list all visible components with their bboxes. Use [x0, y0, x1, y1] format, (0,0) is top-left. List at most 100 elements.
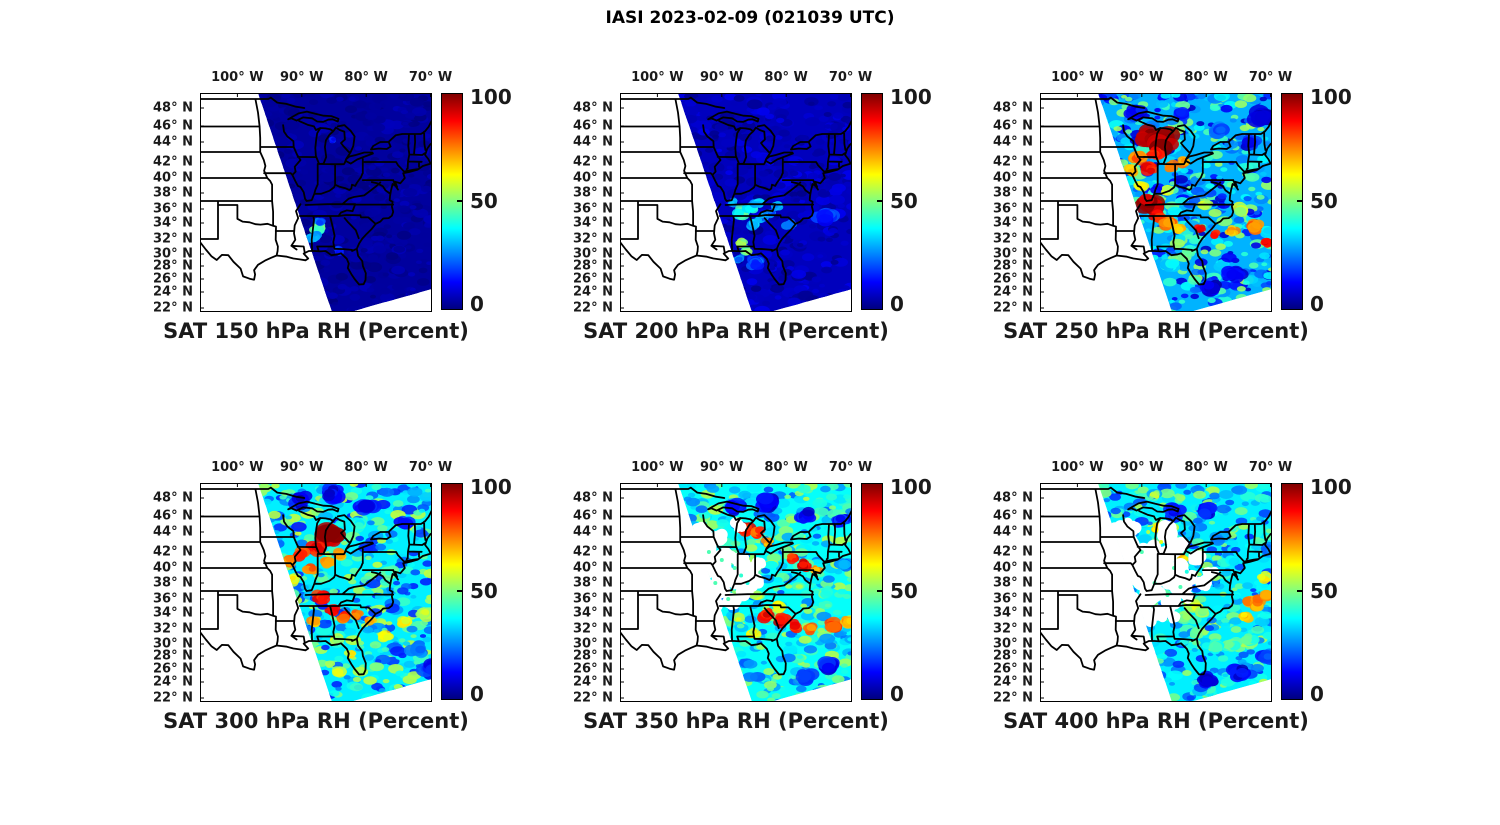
y-tick-label: 36° N — [573, 591, 613, 607]
y-tick-label: 38° N — [573, 185, 613, 201]
colorbar-tick-label: 100 — [890, 475, 932, 499]
y-tick-label: 44° N — [993, 524, 1033, 540]
x-tick-label: 70° W — [408, 70, 453, 85]
x-tick-label: 70° W — [828, 460, 873, 475]
y-tick-label: 34° N — [993, 605, 1033, 621]
x-tick-label: 80° W — [344, 70, 388, 85]
y-tick-label: 28° N — [573, 258, 613, 274]
colorbar — [1281, 93, 1303, 310]
y-tick-label: 36° N — [993, 201, 1033, 217]
axis-ticks — [620, 483, 852, 699]
y-tick-label: 44° N — [573, 524, 613, 540]
axes-frame — [620, 483, 852, 702]
x-tick-label: 80° W — [764, 70, 808, 85]
colorbar — [861, 93, 883, 310]
y-tick-label: 32° N — [573, 621, 613, 637]
y-tick-label: 46° N — [573, 508, 613, 524]
panel-title-350-hpa: SAT 350 hPa RH (Percent) — [583, 709, 889, 733]
y-tick-label: 24° N — [573, 674, 613, 690]
y-tick-label: 34° N — [573, 605, 613, 621]
map-svg — [1039, 483, 1291, 702]
y-tick-label: 40° N — [993, 170, 1033, 186]
colorbar-tick-label: 0 — [470, 682, 484, 706]
y-tick-label: 34° N — [153, 215, 193, 231]
colorbar-tick-label: 100 — [1310, 85, 1352, 109]
y-tick-label: 22° N — [573, 300, 613, 316]
colorbar — [441, 483, 463, 700]
y-tick-label: 48° N — [153, 490, 193, 506]
y-tick-label: 26° N — [573, 271, 613, 287]
y-tick-label: 32° N — [153, 231, 193, 247]
y-tick-label: 28° N — [993, 648, 1033, 664]
colorbar-tick-label: 0 — [1310, 292, 1324, 316]
x-tick-label: 70° W — [828, 70, 873, 85]
map-svg — [199, 483, 451, 702]
y-tick-label: 28° N — [993, 258, 1033, 274]
x-tick-label: 70° W — [1248, 460, 1293, 475]
x-tick-label: 80° W — [344, 460, 388, 475]
colorbar-mid-tick — [457, 590, 462, 592]
x-tick-label: 80° W — [1184, 70, 1228, 85]
y-tick-label: 26° N — [993, 661, 1033, 677]
y-tick-label: 46° N — [573, 118, 613, 134]
y-tick-label: 32° N — [573, 231, 613, 247]
y-tick-label: 30° N — [993, 636, 1033, 652]
y-tick-label: 22° N — [993, 300, 1033, 316]
colorbar-tick-label: 50 — [1310, 189, 1338, 213]
colorbar-tick-label: 0 — [890, 682, 904, 706]
colorbar-tick-label: 50 — [890, 579, 918, 603]
y-tick-label: 36° N — [573, 201, 613, 217]
y-tick-label: 42° N — [153, 154, 193, 170]
y-tick-label: 24° N — [993, 674, 1033, 690]
x-tick-label: 90° W — [1120, 70, 1164, 85]
y-tick-label: 22° N — [153, 690, 193, 706]
y-tick-label: 24° N — [993, 284, 1033, 300]
y-tick-label: 40° N — [153, 560, 193, 576]
map-panel-300-hpa — [199, 483, 451, 702]
y-tick-label: 22° N — [993, 690, 1033, 706]
colorbar — [861, 483, 883, 700]
y-tick-label: 46° N — [153, 508, 193, 524]
axis-ticks — [1040, 483, 1272, 699]
panel-title-400-hpa: SAT 400 hPa RH (Percent) — [1003, 709, 1309, 733]
colorbar-tick-label: 100 — [470, 475, 512, 499]
y-tick-label: 38° N — [153, 185, 193, 201]
y-tick-label: 32° N — [993, 621, 1033, 637]
x-tick-label: 90° W — [700, 70, 744, 85]
y-tick-label: 26° N — [993, 271, 1033, 287]
colorbar-tick-label: 0 — [890, 292, 904, 316]
colorbar-tick-label: 0 — [1310, 682, 1324, 706]
y-tick-label: 46° N — [993, 508, 1033, 524]
x-tick-label: 70° W — [408, 460, 453, 475]
panel-title-200-hpa: SAT 200 hPa RH (Percent) — [583, 319, 889, 343]
colorbar-mid-tick — [877, 200, 882, 202]
y-tick-label: 44° N — [993, 134, 1033, 150]
axis-ticks — [620, 93, 852, 309]
colorbar-tick-label: 50 — [1310, 579, 1338, 603]
axis-ticks — [200, 93, 432, 309]
x-tick-label: 100° W — [631, 460, 684, 475]
colorbar-tick-label: 100 — [470, 85, 512, 109]
map-svg — [619, 483, 871, 702]
axes-frame — [1040, 93, 1272, 312]
colorbar-mid-tick — [1297, 200, 1302, 202]
colorbar-tick-label: 50 — [470, 579, 498, 603]
x-tick-label: 90° W — [1120, 460, 1164, 475]
colorbar-tick-label: 0 — [470, 292, 484, 316]
state-borders — [199, 96, 451, 286]
panel-title-250-hpa: SAT 250 hPa RH (Percent) — [1003, 319, 1309, 343]
state-borders — [619, 96, 871, 286]
y-tick-label: 36° N — [153, 201, 193, 217]
y-tick-label: 44° N — [153, 524, 193, 540]
y-tick-label: 48° N — [573, 100, 613, 116]
y-tick-label: 36° N — [993, 591, 1033, 607]
x-tick-label: 80° W — [764, 460, 808, 475]
y-tick-label: 38° N — [993, 575, 1033, 591]
y-tick-label: 40° N — [993, 560, 1033, 576]
x-tick-label: 100° W — [211, 460, 264, 475]
y-tick-label: 32° N — [153, 621, 193, 637]
panel-title-150-hpa: SAT 150 hPa RH (Percent) — [163, 319, 469, 343]
y-tick-label: 34° N — [153, 605, 193, 621]
y-tick-label: 30° N — [153, 636, 193, 652]
x-tick-label: 100° W — [1051, 70, 1104, 85]
